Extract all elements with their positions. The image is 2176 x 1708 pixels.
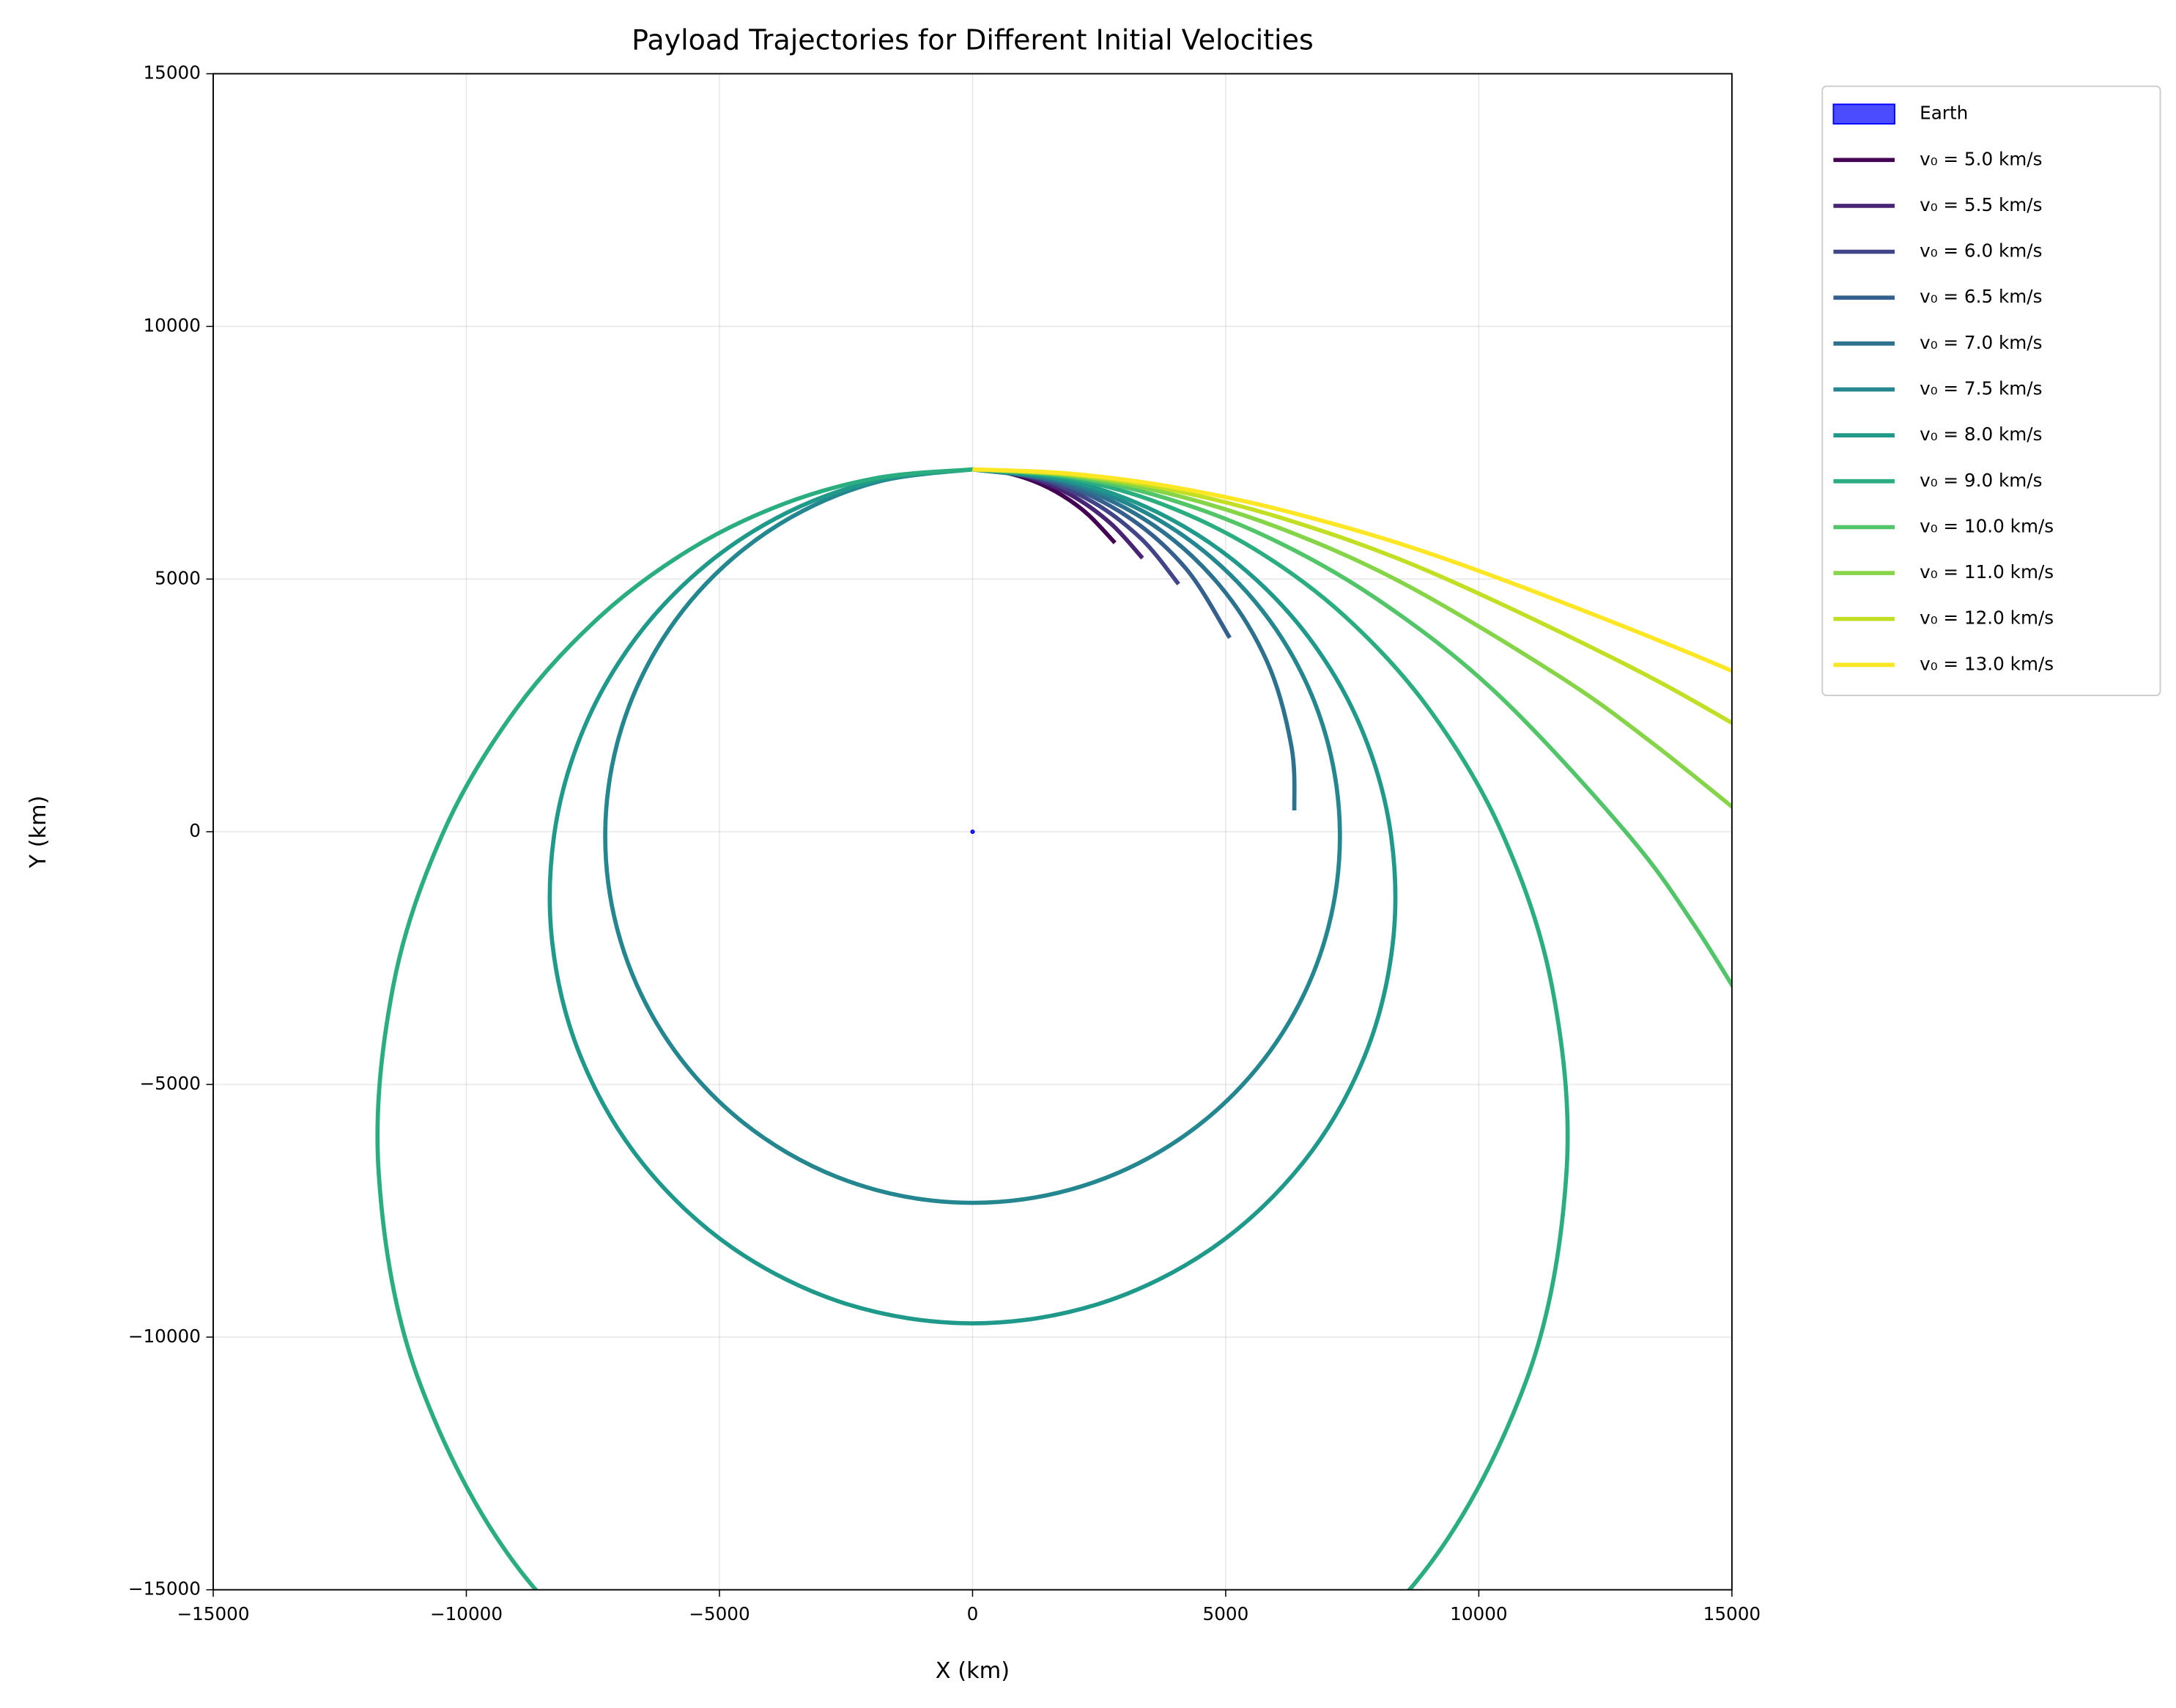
y-tick-label: 5000 <box>155 567 201 588</box>
x-tick-label: 0 <box>967 1603 979 1624</box>
legend-label: v₀ = 11.0 km/s <box>1920 561 2054 583</box>
y-tick-label: −10000 <box>128 1326 201 1347</box>
legend-label: v₀ = 9.0 km/s <box>1920 470 2042 491</box>
y-axis-label: Y (km) <box>26 796 51 869</box>
legend-label: v₀ = 5.0 km/s <box>1920 148 2042 169</box>
trajectory <box>972 467 1732 989</box>
y-tick-label: −5000 <box>140 1073 201 1094</box>
legend-label: v₀ = 13.0 km/s <box>1920 653 2054 674</box>
y-tick-label: 15000 <box>144 62 201 84</box>
x-tick-label: −5000 <box>689 1603 750 1624</box>
earth <box>970 829 975 835</box>
legend-swatch <box>1832 103 1895 125</box>
y-tick-label: 0 <box>189 820 201 841</box>
trajectory <box>972 467 1732 810</box>
trajectory <box>603 467 1342 1205</box>
plot-area <box>375 467 1732 1590</box>
trajectory <box>375 467 1570 1590</box>
legend-label: v₀ = 7.5 km/s <box>1920 377 2042 399</box>
legend: Earth v₀ = 5.0 km/s v₀ = 5.5 km/s v₀ = 6.0 … <box>1832 103 2054 674</box>
chart-title: Payload Trajectories for Different Initi… <box>632 23 1314 56</box>
trajectory <box>972 467 1732 673</box>
legend-label: v₀ = 7.0 km/s <box>1920 332 2042 353</box>
x-tick-label: 15000 <box>1703 1603 1761 1624</box>
x-tick-label: −10000 <box>430 1603 503 1624</box>
x-tick-label: 5000 <box>1203 1603 1249 1624</box>
y-tick-label: −15000 <box>128 1578 201 1600</box>
legend-label: v₀ = 12.0 km/s <box>1920 607 2054 629</box>
trajectory <box>547 467 1398 1326</box>
x-axis-label: X (km) <box>936 1658 1010 1684</box>
y-tick-label: 10000 <box>144 314 201 336</box>
legend-label: v₀ = 6.0 km/s <box>1920 240 2042 262</box>
legend-label: v₀ = 8.0 km/s <box>1920 424 2042 445</box>
legend-box <box>1821 85 2161 697</box>
x-tick-label: −15000 <box>177 1603 249 1624</box>
axes: −15000 −10000 −5000 0 5000 10000 15000 −15000 −1… <box>128 62 1761 1624</box>
legend-label: v₀ = 5.5 km/s <box>1920 194 2042 215</box>
legend-label: v₀ = 10.0 km/s <box>1920 515 2054 536</box>
x-tick-label: 10000 <box>1450 1603 1507 1624</box>
legend-label: v₀ = 6.5 km/s <box>1920 286 2042 307</box>
legend-label: Earth <box>1920 103 1968 124</box>
